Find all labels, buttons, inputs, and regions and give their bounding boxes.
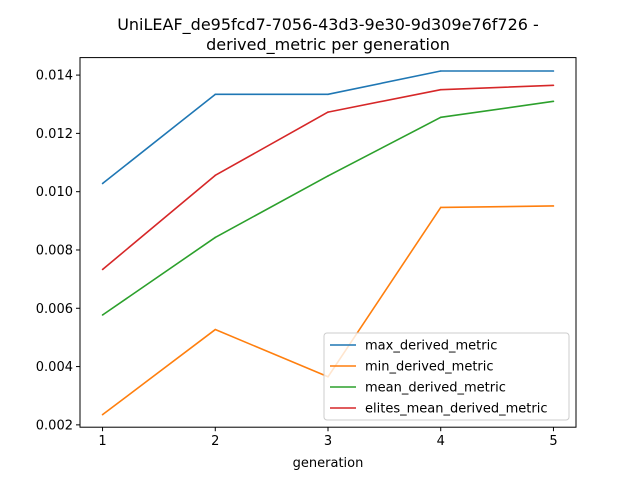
data-point: [327, 93, 329, 96]
data-point: [101, 413, 104, 416]
y-tick-label: 0.004: [36, 360, 73, 375]
series-line-elites-mean-derived-metric: [102, 84, 554, 271]
data-point: [214, 328, 217, 331]
legend-label: mean_derived_metric: [365, 381, 506, 396]
data-point: [439, 206, 442, 209]
data-point: [101, 182, 104, 185]
data-point: [327, 175, 329, 177]
data-point: [439, 88, 442, 91]
legend-label: max_derived_metric: [365, 339, 497, 354]
x-axis-label: generation: [293, 456, 364, 471]
data-point: [101, 314, 104, 316]
data-point: [552, 205, 555, 207]
data-point: [214, 174, 217, 177]
y-tick-label: 0.002: [36, 418, 73, 433]
y-tick-label: 0.008: [36, 243, 73, 258]
legend: max_derived_metric min_derived_metricmean…: [323, 332, 570, 421]
data-point: [439, 116, 442, 119]
data-point: [552, 70, 555, 72]
x-axis: 1 2 3 4 5: [98, 427, 558, 449]
data-point: [552, 84, 555, 87]
y-axis: 0.002 0.004 0.006 0.008 0.010 0.012 0.014: [36, 69, 80, 433]
y-tick-label: 0.006: [36, 302, 73, 317]
x-tick-label: 1: [98, 434, 106, 449]
legend-box: [323, 332, 570, 421]
y-tick-label: 0.010: [36, 185, 73, 200]
x-tick-label: 5: [549, 434, 557, 449]
data-point: [101, 268, 104, 271]
data-point: [214, 93, 217, 96]
x-tick-label: 4: [437, 434, 445, 449]
x-tick-label: 3: [324, 434, 332, 449]
chart-title-line-1: UniLEAF_de95fcd7-7056-43d3-9e30-9d309e76…: [117, 15, 539, 35]
data-point: [552, 100, 555, 103]
legend-label: elites_mean_derived_metric: [365, 402, 547, 417]
y-tick-label: 0.012: [36, 127, 73, 142]
series-line-mean-derived-metric: [102, 100, 554, 316]
x-tick-label: 2: [211, 434, 219, 449]
data-point: [327, 111, 329, 113]
chart-title-line-2: derived_metric per generation: [206, 35, 450, 55]
legend-label: min_derived_metric: [365, 360, 494, 375]
y-tick-label: 0.014: [36, 69, 73, 84]
data-point: [214, 236, 217, 239]
data-point: [439, 70, 442, 72]
